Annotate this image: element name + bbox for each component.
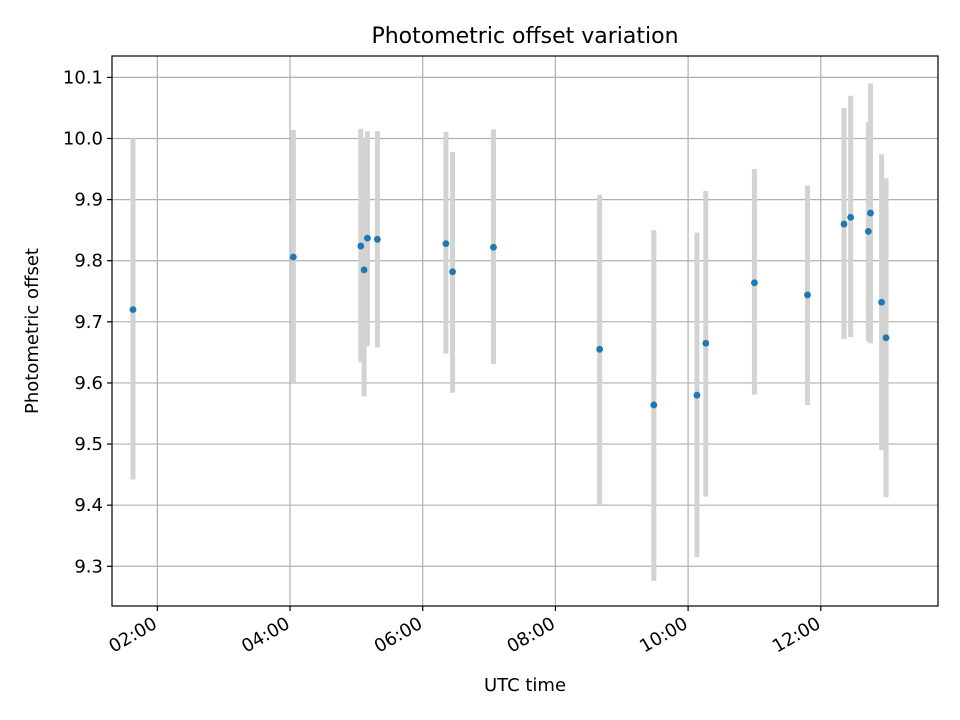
- data-point: [847, 213, 855, 221]
- data-point: [882, 334, 890, 342]
- data-point: [867, 209, 874, 217]
- y-tick-label: 9.9: [74, 190, 103, 211]
- data-point: [364, 234, 371, 242]
- data-point: [289, 253, 297, 261]
- x-axis-label: UTC time: [484, 675, 566, 696]
- data-point: [442, 240, 450, 248]
- data-point: [840, 220, 848, 228]
- data-point: [864, 227, 872, 235]
- y-tick-label: 9.3: [74, 556, 103, 577]
- y-tick-label: 10.0: [63, 129, 103, 150]
- data-point: [373, 235, 381, 243]
- data-point: [449, 268, 456, 276]
- y-tick-label: 9.5: [74, 434, 103, 455]
- data-point: [702, 339, 710, 347]
- data-points: [129, 209, 890, 409]
- y-tick-label: 10.1: [63, 67, 103, 88]
- y-axis-label: Photometric offset: [22, 248, 43, 414]
- data-point: [129, 306, 137, 314]
- data-point: [357, 242, 365, 250]
- data-point: [596, 345, 604, 353]
- data-point: [804, 291, 811, 299]
- data-point: [360, 266, 368, 274]
- data-point: [693, 391, 701, 399]
- y-tick-label: 9.8: [74, 251, 103, 272]
- data-point: [650, 401, 658, 409]
- plot-frame: [111, 55, 939, 607]
- y-tick-label: 9.4: [74, 495, 103, 516]
- y-axis: 9.3 9.4 9.5 9.6 9.7 9.8 9.9 10.0 10.1: [63, 67, 112, 577]
- data-point: [751, 279, 758, 287]
- data-point: [878, 298, 886, 306]
- y-tick-label: 9.7: [74, 312, 103, 333]
- data-point: [490, 243, 497, 251]
- y-tick-label: 9.6: [74, 373, 103, 394]
- chart-title: Photometric offset variation: [371, 24, 678, 49]
- grid: [112, 56, 938, 606]
